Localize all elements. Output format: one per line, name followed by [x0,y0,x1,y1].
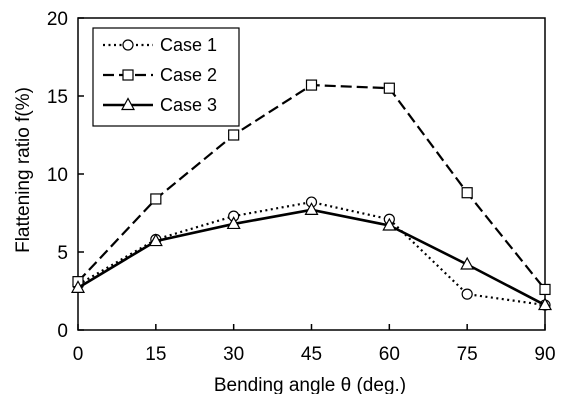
data-point [150,193,162,205]
data-point [382,217,397,231]
legend-entry: Case 1 [103,35,217,55]
series-line [77,208,546,307]
x-tick-label: 0 [73,344,84,365]
data-point [383,82,395,94]
data-point [460,256,475,270]
data-point [228,129,240,141]
data-point [537,297,553,311]
legend-entry: Case 3 [103,95,217,115]
data-point [148,233,163,247]
series-line [77,200,546,307]
x-tick-label: 30 [223,344,244,365]
y-tick-label: 10 [47,165,68,186]
data-point [461,288,473,300]
legend-marker [122,39,134,51]
x-axis-label: Bending angle θ (deg.) [214,375,406,394]
x-tick-label: 75 [457,344,478,365]
legend-label: Case 1 [160,35,217,55]
data-point [539,283,551,296]
y-tick-label: 20 [47,9,68,30]
data-point [70,280,86,293]
x-tick-label: 15 [145,344,166,365]
data-point [305,79,318,91]
legend-marker [122,69,134,81]
legend-label: Case 3 [160,95,217,115]
y-tick-label: 5 [57,243,68,264]
legend-entry: Case 2 [103,65,217,85]
y-axis-label: Flattening ratio f(%) [13,87,34,253]
series-3 [70,202,553,311]
legend-label: Case 2 [160,65,217,85]
x-tick-label: 45 [301,344,322,365]
data-point [226,216,241,230]
y-tick-label: 0 [57,321,68,342]
data-point [461,187,473,199]
x-tick-label: 90 [534,344,555,365]
x-tick-label: 60 [379,344,400,365]
data-point [304,202,319,215]
series-2 [72,79,551,296]
y-tick-label: 15 [47,87,68,108]
legend-box [92,27,240,127]
legend-marker [120,97,136,111]
